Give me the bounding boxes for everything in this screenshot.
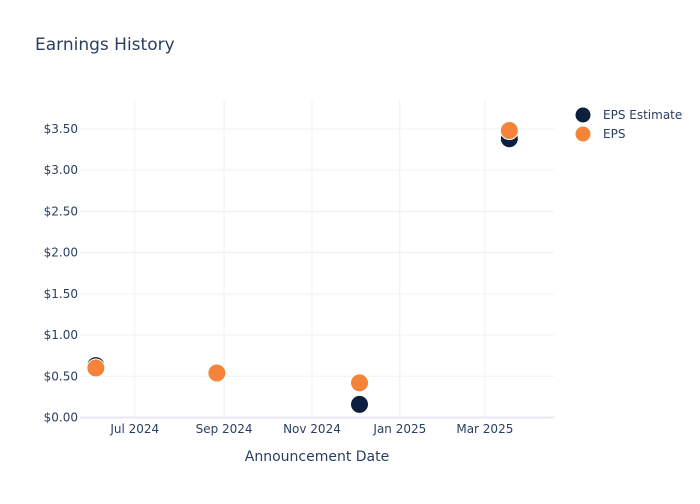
- eps-point: [350, 373, 370, 393]
- eps-point: [207, 363, 227, 383]
- eps-point: [499, 121, 519, 141]
- x-tick-label: Jan 2025: [372, 422, 426, 436]
- y-tick-label: $3.00: [44, 163, 78, 177]
- y-tick-label: $1.50: [44, 287, 78, 301]
- chart-title: Earnings History: [35, 35, 175, 55]
- y-tick-label: $2.00: [44, 246, 78, 260]
- x-tick-label: Sep 2024: [196, 422, 253, 436]
- legend[interactable]: EPS Estimate EPS: [575, 107, 683, 142]
- y-tick-label: $0.00: [44, 411, 78, 425]
- y-tick-label: $1.00: [44, 328, 78, 342]
- grid-layer: [80, 100, 554, 420]
- x-tick-label: Mar 2025: [456, 422, 513, 436]
- eps-point: [86, 358, 106, 378]
- x-tick-label: Jul 2024: [109, 422, 159, 436]
- legend-marker-eps: [575, 126, 591, 142]
- eps-estimate-point: [350, 394, 370, 414]
- y-tick-label: $3.50: [44, 122, 78, 136]
- x-tick-label: Nov 2024: [283, 422, 341, 436]
- data-points: [86, 121, 519, 414]
- legend-marker-eps-estimate: [575, 107, 591, 123]
- tick-labels: $0.00 $0.50 $1.00 $1.50 $2.00 $2.50 $3.00 $3.50…: [44, 122, 514, 436]
- legend-label-eps: EPS: [603, 127, 625, 141]
- y-tick-label: $0.50: [44, 369, 78, 383]
- y-tick-label: $2.50: [44, 204, 78, 218]
- x-axis-title: Announcement Date: [245, 449, 389, 465]
- legend-label-eps-estimate: EPS Estimate: [603, 108, 682, 122]
